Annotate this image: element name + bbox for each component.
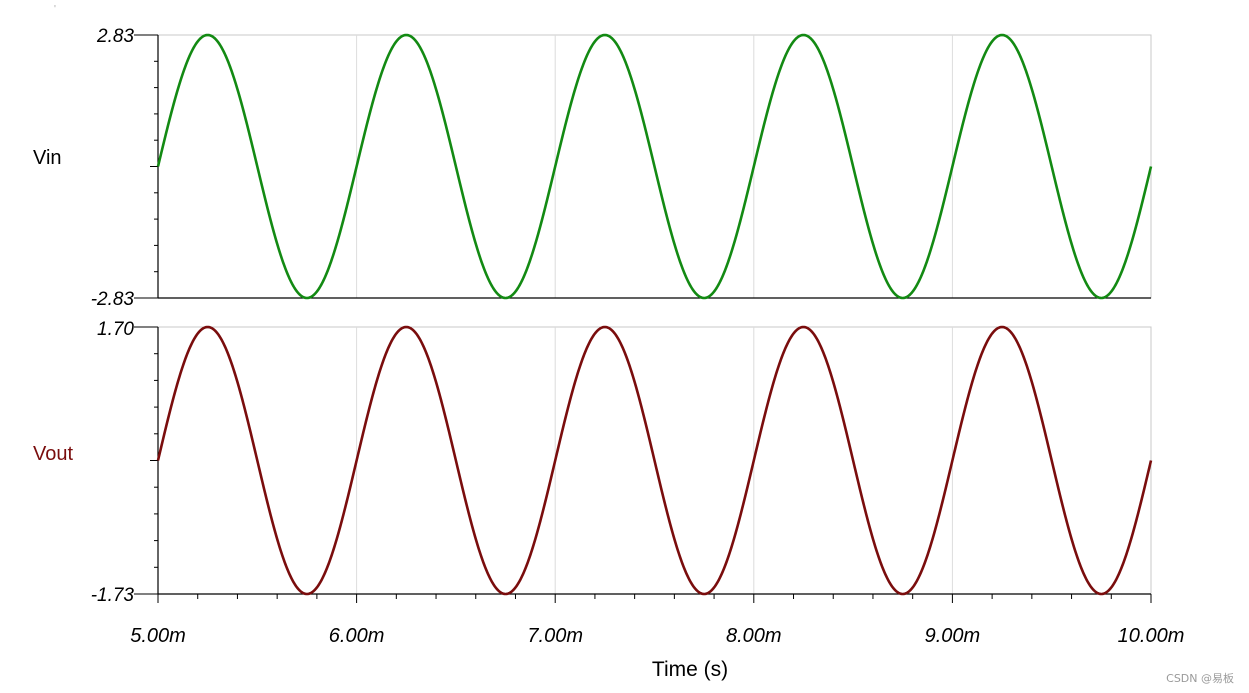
x-tick-labels: 5.00m 6.00m 7.00m 8.00m 9.00m 10.00m (130, 625, 1184, 647)
corner-mark: ' (54, 4, 56, 15)
x-tick-label: 7.00m (527, 625, 583, 647)
x-tick-label: 8.00m (726, 625, 782, 647)
vin-waveform-line (156, 33, 1153, 300)
x-tick-label: 5.00m (130, 625, 186, 647)
vout-panel: 1.70 -1.73 Vout 5.00m 6.00m 7.00m 8.00m 9.00… (33, 319, 1184, 647)
vin-panel: 2.83 -2.83 Vin (33, 26, 1153, 310)
vin-series-label: Vin (33, 147, 62, 169)
vin-ymin-label: -2.83 (91, 289, 135, 310)
vout-y-ticks (134, 326, 158, 595)
vin-ymax-label: 2.83 (96, 26, 134, 47)
vin-y-ticks (134, 34, 158, 299)
vout-x-ticks (157, 594, 1152, 603)
x-tick-label: 9.00m (925, 625, 981, 647)
vout-ymin-label: -1.73 (91, 585, 135, 606)
x-axis-title: Time (s) (652, 658, 728, 681)
csdn-watermark: CSDN @易板 (1166, 671, 1234, 685)
x-tick-label: 10.00m (1118, 625, 1185, 647)
vout-waveform-line (156, 325, 1153, 596)
vout-series-label: Vout (33, 443, 73, 465)
x-tick-label: 6.00m (329, 625, 385, 647)
vout-ymax-label: 1.70 (97, 319, 134, 340)
